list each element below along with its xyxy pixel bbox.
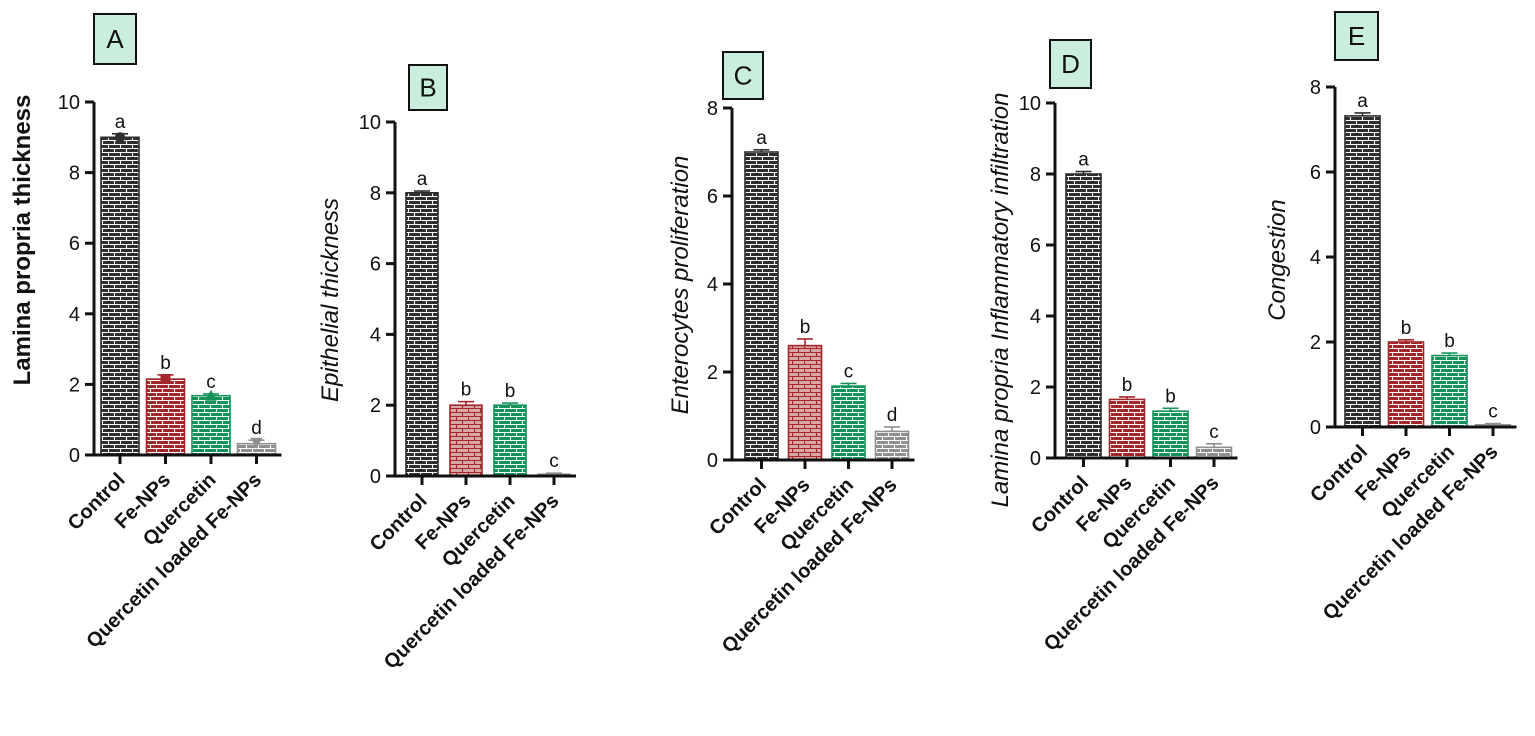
panel-label-box-d: [1049, 39, 1092, 89]
significance-letter-c-fe-nps: b: [800, 317, 811, 338]
significance-letter-a-fe-nps: b: [160, 353, 171, 374]
y-tick-label-a-4: 4: [69, 304, 80, 326]
y-tick-label-d-8: 8: [1030, 164, 1041, 186]
y-tick-label-b-4: 4: [370, 324, 381, 346]
y-tick-label-b-2: 2: [370, 395, 381, 417]
bar-c-fe-nps: [787, 344, 823, 461]
bar-a-control: [100, 136, 140, 456]
y-tick-label-a-6: 6: [69, 233, 80, 255]
significance-letter-b-control: a: [417, 169, 428, 190]
y-tick-label-b-8: 8: [370, 183, 381, 205]
bar-b-control: [405, 192, 439, 477]
significance-letter-a-control: a: [115, 112, 126, 133]
panel-label-box-c: [722, 51, 764, 100]
y-tick-label-e-6: 6: [1310, 162, 1321, 184]
bar-c-control: [744, 151, 779, 461]
significance-letter-e-quercetin: b: [1444, 331, 1455, 352]
panel-label-box-a: [93, 13, 137, 65]
panel-label-a: A: [106, 24, 124, 54]
bar-e-fe-nps: [1387, 341, 1425, 428]
significance-letter-d-quercetin-loaded-fe-nps: c: [1209, 422, 1219, 443]
bar-e-quercetin: [1431, 354, 1468, 428]
y-tick-label-c-6: 6: [707, 186, 718, 208]
bar-b-fe-nps: [449, 404, 483, 477]
y-axis-label-d: Lamina propria Inflammatory infiltration: [987, 93, 1014, 508]
marker-a-fe-nps: [160, 374, 171, 385]
bar-c-quercetin: [831, 385, 866, 461]
y-tick-label-a-2: 2: [69, 374, 80, 396]
y-tick-label-e-0: 0: [1310, 417, 1321, 439]
marker-a-quercetin-loaded-fe-nps: [250, 437, 263, 449]
significance-letter-d-quercetin: b: [1165, 386, 1176, 407]
significance-letter-d-fe-nps: b: [1122, 375, 1133, 396]
bar-b-quercetin: [493, 404, 527, 477]
panel-label-box-e: [1334, 11, 1379, 61]
significance-letter-a-quercetin-loaded-fe-nps: d: [251, 418, 262, 439]
y-tick-label-e-2: 2: [1310, 332, 1321, 354]
panel-e: E02468CongestionaControlbFe-NPsbQuerceti…: [1264, 11, 1517, 625]
bar-a-fe-nps: [145, 378, 186, 456]
y-axis-label-c: Enterocytes proliferation: [667, 156, 694, 415]
significance-letter-d-control: a: [1078, 150, 1089, 171]
marker-a-control: [115, 132, 125, 143]
y-tick-label-b-6: 6: [370, 254, 381, 276]
y-tick-label-d-6: 6: [1030, 235, 1041, 257]
significance-letter-c-quercetin: c: [844, 361, 854, 382]
significance-letter-b-fe-nps: b: [461, 380, 472, 401]
y-axis-label-a: Lamina propria thickness: [9, 95, 36, 386]
bar-e-control: [1344, 115, 1381, 428]
bar-a-quercetin: [191, 394, 231, 456]
y-tick-label-d-0: 0: [1030, 448, 1041, 470]
significance-letter-b-quercetin-loaded-fe-nps: c: [549, 451, 559, 472]
panel-label-box-b: [408, 64, 448, 111]
y-tick-label-c-2: 2: [707, 362, 718, 384]
y-tick-label-a-0: 0: [69, 445, 80, 467]
y-axis-label-e: Congestion: [1264, 199, 1291, 320]
y-tick-label-d-2: 2: [1030, 377, 1041, 399]
y-tick-label-b-10: 10: [359, 112, 381, 134]
y-tick-label-e-4: 4: [1310, 247, 1321, 269]
y-tick-label-d-4: 4: [1030, 306, 1041, 328]
significance-letter-c-quercetin-loaded-fe-nps: d: [887, 405, 898, 426]
bar-d-fe-nps: [1108, 398, 1146, 459]
significance-letter-e-quercetin-loaded-fe-nps: c: [1488, 402, 1498, 423]
marker-a-quercetin: [205, 389, 217, 401]
y-tick-label-c-0: 0: [707, 450, 718, 472]
panel-label-c: C: [734, 61, 753, 91]
significance-letter-b-quercetin: b: [505, 381, 516, 402]
y-tick-label-b-0: 0: [370, 466, 381, 488]
bar-d-quercetin-loaded-fe-nps: [1195, 446, 1233, 459]
y-tick-label-a-10: 10: [58, 92, 80, 114]
significance-letter-e-control: a: [1357, 91, 1368, 112]
significance-letter-c-control: a: [756, 128, 767, 149]
bar-d-control: [1065, 173, 1102, 459]
y-tick-label-d-10: 10: [1019, 93, 1041, 115]
y-tick-label-c-4: 4: [707, 274, 718, 296]
y-tick-label-e-8: 8: [1310, 77, 1321, 99]
bar-d-quercetin: [1152, 410, 1189, 459]
significance-letter-a-quercetin: c: [206, 372, 216, 393]
y-axis-label-b: Epithelial thickness: [317, 198, 344, 402]
y-tick-label-a-8: 8: [69, 163, 80, 185]
bar-c-quercetin-loaded-fe-nps: [874, 430, 910, 461]
panel-label-b: B: [419, 73, 436, 103]
panel-label-d: D: [1061, 49, 1080, 79]
y-tick-label-c-8: 8: [707, 98, 718, 120]
panel-label-e: E: [1348, 21, 1365, 51]
significance-letter-e-fe-nps: b: [1401, 318, 1412, 339]
